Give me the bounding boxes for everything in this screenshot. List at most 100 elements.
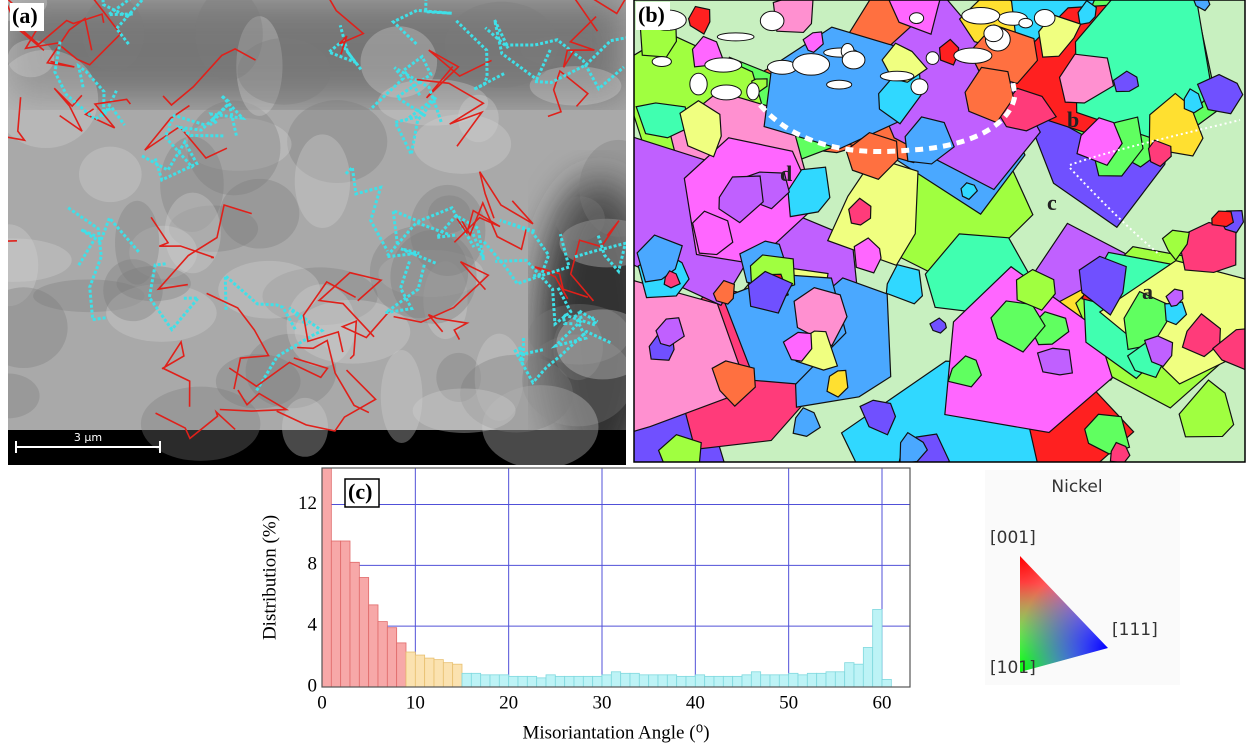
bar: [686, 676, 695, 687]
bar: [453, 664, 462, 687]
x-tick-label: 60: [873, 692, 892, 713]
bar: [882, 679, 891, 687]
bar: [462, 673, 471, 687]
x-tick-label: 20: [499, 692, 518, 713]
bar: [565, 676, 574, 687]
bar: [434, 660, 443, 687]
unindexed: [984, 25, 1003, 42]
unindexed: [842, 51, 865, 69]
bar: [621, 673, 630, 687]
bar: [742, 675, 751, 687]
bar: [714, 676, 723, 687]
bar: [490, 675, 499, 687]
bar: [518, 676, 527, 687]
grain-shade: [381, 350, 423, 443]
figure: 3 µm (a) (b) a b c d Nickel [001] [111] …: [0, 0, 1247, 750]
unindexed: [909, 13, 923, 24]
y-axis-label: Distribution (%): [259, 515, 280, 640]
unindexed: [793, 54, 830, 76]
panel-label: (c): [348, 479, 372, 504]
grain-shade: [79, 147, 142, 203]
bar: [845, 663, 854, 687]
x-tick-label: 50: [779, 692, 798, 713]
x-tick-label: 10: [406, 692, 425, 713]
bar: [761, 675, 770, 687]
unindexed: [962, 8, 1000, 24]
bar: [667, 675, 676, 687]
bar: [415, 655, 424, 687]
bar: [481, 675, 490, 687]
x-tick-label: 0: [317, 692, 327, 713]
bar: [807, 673, 816, 687]
y-tick-label: 12: [298, 493, 317, 514]
grain-label: c: [1047, 190, 1057, 215]
bar: [649, 675, 658, 687]
x-tick-label: 40: [686, 692, 705, 713]
bar: [555, 676, 564, 687]
bar: [854, 664, 863, 687]
bar: [397, 643, 406, 687]
unindexed: [954, 48, 992, 63]
bar: [733, 676, 742, 687]
bar: [639, 675, 648, 687]
grain-shade: [410, 185, 485, 276]
bar: [630, 673, 639, 687]
x-axis-label: Misoriantation Angle (⁰): [522, 722, 709, 743]
y-tick-label: 8: [308, 554, 318, 575]
unindexed: [1019, 18, 1033, 27]
bar: [593, 676, 602, 687]
unindexed: [747, 83, 759, 100]
bar: [751, 672, 760, 687]
bar: [350, 562, 359, 687]
bar: [583, 676, 592, 687]
grain-shade: [295, 134, 350, 228]
grain: [1038, 348, 1073, 375]
bar: [359, 578, 368, 688]
bar: [826, 672, 835, 687]
page: {"panel_a": {"label": "(a)", "scale_bar"…: [0, 0, 1247, 750]
unindexed: [711, 85, 741, 100]
unindexed: [1034, 10, 1055, 27]
bar: [322, 468, 331, 687]
bar: [779, 675, 788, 687]
bar: [817, 673, 826, 687]
bar: [509, 676, 518, 687]
bar: [574, 676, 583, 687]
ipf-corner: [111]: [1112, 620, 1158, 640]
bar: [695, 675, 704, 687]
bar: [835, 672, 844, 687]
unindexed: [705, 58, 742, 72]
bar: [723, 676, 732, 687]
grain-shade: [165, 193, 221, 274]
unindexed: [760, 11, 784, 30]
bar: [341, 541, 350, 687]
unindexed: [690, 73, 707, 95]
bar: [331, 541, 340, 687]
grain-shade: [218, 261, 320, 319]
bar: [387, 628, 396, 687]
grain-shade: [220, 179, 300, 249]
panel-label: (b): [638, 2, 665, 27]
unindexed: [827, 80, 852, 89]
unindexed: [926, 52, 939, 65]
bar: [369, 605, 378, 687]
bar: [873, 609, 882, 687]
panel-label: (a): [12, 3, 38, 28]
legend-title: Nickel: [1051, 477, 1102, 497]
bar: [406, 652, 415, 687]
bar: [527, 676, 536, 687]
ipf-corner: [001]: [990, 528, 1036, 548]
y-tick-label: 0: [308, 675, 318, 696]
bar: [425, 658, 434, 687]
grain-shade: [413, 114, 511, 174]
bar: [602, 675, 611, 687]
y-tick-label: 4: [308, 615, 318, 636]
bar: [798, 675, 807, 687]
bar: [471, 673, 480, 687]
bar: [499, 675, 508, 687]
bar: [443, 663, 452, 687]
orientation-map-b: [540, 0, 1247, 533]
bar: [863, 647, 872, 687]
bar: [770, 675, 779, 687]
